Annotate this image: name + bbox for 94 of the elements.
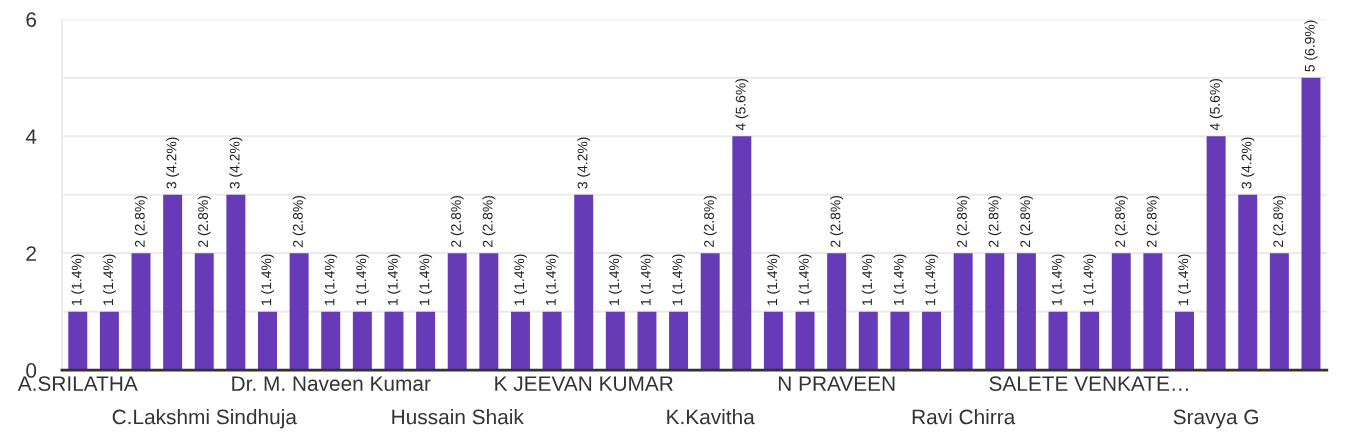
data-label: 1 (1.4%) [1083, 254, 1097, 306]
bar [479, 253, 499, 371]
bar [1238, 194, 1258, 371]
data-label: 4 (5.6%) [735, 79, 749, 131]
data-label: 3 (4.2%) [166, 137, 180, 189]
data-label: 1 (1.4%) [261, 254, 274, 306]
bar [542, 311, 562, 371]
data-label: 1 (1.4%) [640, 254, 654, 306]
data-label: 1 (1.4%) [893, 254, 907, 306]
data-label: 1 (1.4%) [324, 254, 338, 306]
data-label: 1 (1.4%) [798, 254, 812, 306]
bar [1143, 253, 1163, 371]
bar [416, 311, 436, 371]
bar [384, 311, 404, 371]
bar [574, 194, 594, 371]
data-label: 1 (1.4%) [672, 254, 686, 306]
bar [258, 311, 277, 371]
data-label: 1 (1.4%) [102, 254, 116, 306]
data-label: 2 (2.8%) [956, 195, 970, 247]
bar [289, 253, 309, 371]
bar [510, 311, 530, 371]
data-label: 1 (1.4%) [513, 254, 527, 306]
bar [1269, 253, 1289, 371]
bar [321, 311, 341, 371]
x-tick-label: Dr. M. Naveen Kumar [232, 376, 431, 391]
bar [1175, 311, 1194, 371]
data-label: 2 (2.8%) [450, 195, 464, 247]
data-label: 3 (4.2%) [577, 137, 591, 189]
data-label: 2 (2.8%) [1146, 195, 1160, 247]
data-label: 2 (2.8%) [988, 195, 1002, 247]
x-tick-label: SALETE VENKATE… [989, 376, 1188, 391]
bar [194, 253, 214, 371]
bar [1111, 253, 1131, 371]
data-label: 2 (2.8%) [703, 195, 717, 247]
data-label: 2 (2.8%) [1019, 195, 1033, 247]
data-label: 2 (2.8%) [134, 195, 148, 247]
data-label: 1 (1.4%) [419, 254, 433, 306]
bar [669, 311, 689, 371]
x-tick-label: Sravya G [1173, 409, 1258, 429]
data-label: 1 (1.4%) [766, 254, 780, 306]
bar [1080, 311, 1100, 371]
bar [732, 136, 752, 371]
y-tick-label: 4 [25, 129, 37, 144]
bar [985, 253, 1005, 371]
bar [858, 311, 878, 371]
bar [68, 311, 88, 371]
bar [1301, 77, 1321, 371]
bar [352, 311, 372, 371]
data-label: 1 (1.4%) [608, 254, 622, 306]
data-label: 2 (2.8%) [197, 195, 211, 247]
data-label: 3 (4.2%) [1241, 137, 1255, 189]
data-label: 2 (2.8%) [1114, 195, 1128, 247]
data-label: 2 (2.8%) [1272, 195, 1286, 247]
data-label: 5 (6.9%) [1304, 20, 1318, 72]
data-label: 1 (1.4%) [1178, 254, 1191, 306]
bar [1206, 136, 1226, 371]
x-tick-label: K JEEVAN KUMAR [495, 376, 673, 391]
bar [922, 311, 942, 371]
data-label: 1 (1.4%) [355, 254, 369, 306]
data-label: 3 (4.2%) [229, 137, 243, 189]
bar [763, 311, 783, 371]
data-label: 1 (1.4%) [545, 254, 559, 306]
data-label: 4 (5.6%) [1209, 79, 1223, 131]
y-tick-label: 0 [26, 363, 37, 378]
bar [99, 311, 119, 371]
y-tick-label: 6 [26, 12, 37, 27]
x-tick-label: A.SRILATHA [17, 376, 138, 391]
x-tick-label: C.Lakshmi Sindhuja [112, 409, 297, 429]
bar [953, 253, 973, 371]
data-label: 1 (1.4%) [387, 254, 401, 306]
data-label: 2 (2.8%) [292, 195, 306, 247]
x-tick-label: Ravi Chirra [912, 409, 1016, 425]
data-label: 1 (1.4%) [71, 254, 85, 306]
bar [637, 311, 657, 371]
bar [827, 253, 847, 371]
x-tick-label: K.Kavitha [667, 409, 755, 425]
x-tick-label: Hussain Shaik [392, 409, 524, 425]
bar [131, 253, 151, 371]
y-tick-label: 2 [26, 246, 36, 261]
data-label: 1 (1.4%) [861, 254, 875, 306]
bar [447, 253, 467, 371]
x-tick-label: N PRAVEEN [778, 376, 895, 391]
data-label: 2 (2.8%) [482, 195, 496, 247]
data-label: 2 (2.8%) [830, 195, 844, 247]
bar [700, 253, 720, 371]
bar [226, 194, 246, 371]
data-label: 1 (1.4%) [1051, 254, 1065, 306]
bar [795, 311, 815, 371]
bar [1016, 253, 1036, 371]
bar [605, 311, 625, 371]
bar [163, 194, 183, 371]
bar [890, 311, 910, 371]
bar [1048, 311, 1068, 371]
data-label: 1 (1.4%) [925, 254, 938, 306]
